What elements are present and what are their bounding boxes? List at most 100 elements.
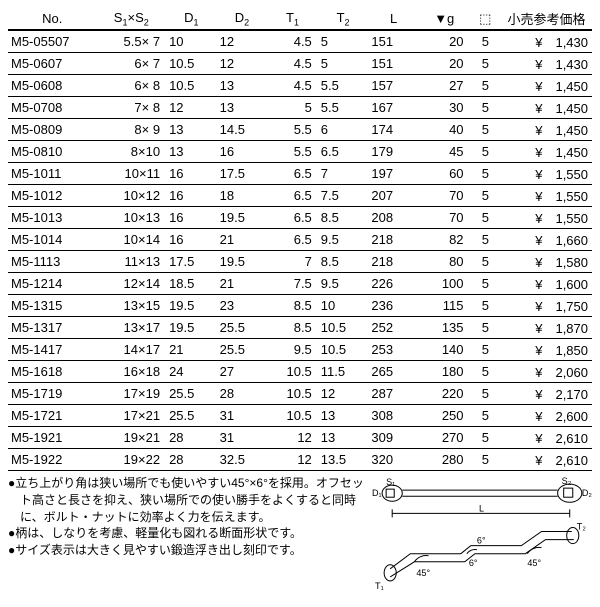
col-d1: D1	[166, 8, 217, 30]
cell-pack: 5	[470, 207, 502, 229]
cell-no: M5-1719	[8, 383, 97, 405]
cell-s: 8× 9	[97, 119, 167, 141]
cell-t1: 4.5	[267, 53, 318, 75]
cell-no: M5-0608	[8, 75, 97, 97]
cell-pack: 5	[470, 185, 502, 207]
cell-t2: 5	[318, 53, 369, 75]
cell-no: M5-1721	[8, 405, 97, 427]
cell-s: 14×17	[97, 339, 167, 361]
cell-t2: 13	[318, 405, 369, 427]
cell-pack: 5	[470, 383, 502, 405]
cell-t1: 6.5	[267, 185, 318, 207]
cell-g: 27	[419, 75, 470, 97]
col-no: No.	[8, 8, 97, 30]
cell-pack: 5	[470, 163, 502, 185]
cell-s: 10×12	[97, 185, 167, 207]
cell-pack: 5	[470, 339, 502, 361]
cell-pack: 5	[470, 119, 502, 141]
cell-d1: 16	[166, 163, 217, 185]
cell-price: ¥ 2,170	[501, 383, 592, 405]
cell-pack: 5	[470, 30, 502, 53]
cell-d2: 23	[217, 295, 268, 317]
cell-g: 30	[419, 97, 470, 119]
cell-s: 19×22	[97, 449, 167, 471]
cell-t2: 6	[318, 119, 369, 141]
cell-t1: 4.5	[267, 75, 318, 97]
cell-t1: 6.5	[267, 229, 318, 251]
cell-t1: 10.5	[267, 383, 318, 405]
cell-t2: 5.5	[318, 75, 369, 97]
cell-g: 20	[419, 53, 470, 75]
cell-no: M5-0607	[8, 53, 97, 75]
spec-table: No. S1×S2 D1 D2 T1 T2 L ▼g ⬚ 小売参考価格 M5-0…	[8, 8, 592, 471]
cell-d1: 19.5	[166, 295, 217, 317]
cell-t2: 9.5	[318, 273, 369, 295]
diagram-label-a45b: 45°	[527, 558, 541, 568]
cell-d1: 16	[166, 207, 217, 229]
table-row: M5-101310×131619.56.58.5208705¥ 1,550	[8, 207, 592, 229]
cell-t1: 9.5	[267, 339, 318, 361]
cell-t1: 6.5	[267, 207, 318, 229]
cell-price: ¥ 1,550	[501, 163, 592, 185]
col-t1: T1	[267, 8, 318, 30]
cell-pack: 5	[470, 427, 502, 449]
cell-s: 19×21	[97, 427, 167, 449]
cell-d2: 17.5	[217, 163, 268, 185]
cell-d2: 19.5	[217, 207, 268, 229]
cell-t1: 7	[267, 251, 318, 273]
cell-price: ¥ 1,580	[501, 251, 592, 273]
cell-s: 13×17	[97, 317, 167, 339]
cell-t1: 12	[267, 449, 318, 471]
cell-no: M5-0810	[8, 141, 97, 163]
cell-t1: 8.5	[267, 295, 318, 317]
table-row: M5-171917×1925.52810.5122872205¥ 2,170	[8, 383, 592, 405]
cell-s: 8×10	[97, 141, 167, 163]
cell-l: 253	[368, 339, 419, 361]
cell-t2: 5	[318, 30, 369, 53]
cell-g: 135	[419, 317, 470, 339]
cell-s: 12×14	[97, 273, 167, 295]
cell-d2: 25.5	[217, 317, 268, 339]
cell-l: 252	[368, 317, 419, 339]
cell-t1: 5	[267, 97, 318, 119]
cell-d2: 12	[217, 53, 268, 75]
cell-d1: 24	[166, 361, 217, 383]
table-row: M5-101410×1416216.59.5218825¥ 1,660	[8, 229, 592, 251]
cell-t2: 6.5	[318, 141, 369, 163]
cell-t1: 10.5	[267, 405, 318, 427]
cell-no: M5-0809	[8, 119, 97, 141]
cell-t1: 4.5	[267, 30, 318, 53]
cell-t2: 8.5	[318, 207, 369, 229]
cell-price: ¥ 2,600	[501, 405, 592, 427]
cell-g: 80	[419, 251, 470, 273]
cell-s: 6× 7	[97, 53, 167, 75]
col-l: L	[368, 8, 419, 30]
cell-g: 250	[419, 405, 470, 427]
cell-pack: 5	[470, 449, 502, 471]
cell-d1: 28	[166, 449, 217, 471]
cell-l: 208	[368, 207, 419, 229]
cell-price: ¥ 1,550	[501, 207, 592, 229]
table-row: M5-06086× 810.5134.55.5157275¥ 1,450	[8, 75, 592, 97]
table-row: M5-055075.5× 710124.55151205¥ 1,430	[8, 30, 592, 53]
cell-s: 10×13	[97, 207, 167, 229]
cell-d1: 13	[166, 141, 217, 163]
diagram-label-l: L	[479, 503, 484, 513]
cell-t2: 11.5	[318, 361, 369, 383]
cell-d2: 13	[217, 75, 268, 97]
cell-pack: 5	[470, 361, 502, 383]
cell-d1: 12	[166, 97, 217, 119]
cell-d2: 31	[217, 405, 268, 427]
cell-no: M5-1012	[8, 185, 97, 207]
cell-s: 7× 8	[97, 97, 167, 119]
note-2: ●柄は、しなりを考慮、軽量化も図れる断面形状です。	[8, 525, 370, 542]
col-s: S1×S2	[97, 8, 167, 30]
cell-d1: 19.5	[166, 317, 217, 339]
cell-no: M5-1011	[8, 163, 97, 185]
diagram-label-t2: T₂	[577, 521, 587, 531]
cell-price: ¥ 1,850	[501, 339, 592, 361]
table-row: M5-161816×18242710.511.52651805¥ 2,060	[8, 361, 592, 383]
cell-s: 10×14	[97, 229, 167, 251]
cell-d2: 21	[217, 229, 268, 251]
dimension-diagram: D₁ S₁ S₂ D₂ L T₁ T₂ 45° 6° 45° 6°	[370, 473, 592, 599]
